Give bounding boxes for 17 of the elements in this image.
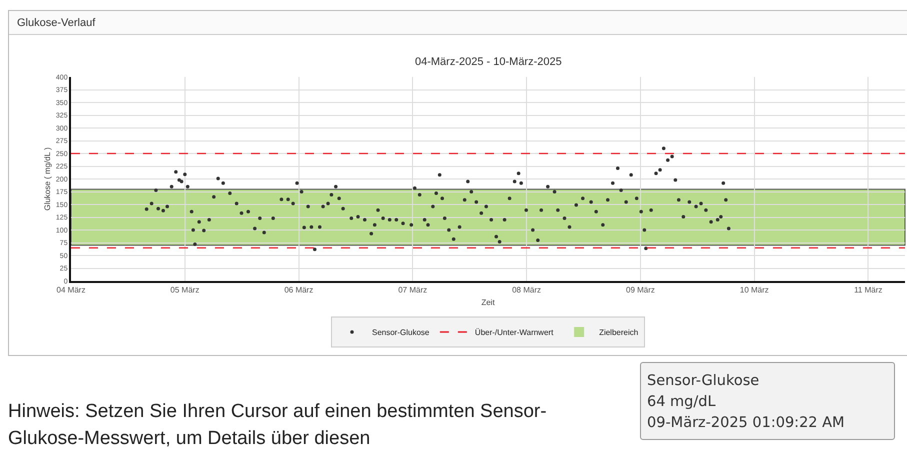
x-tick-label: 06 März xyxy=(284,286,314,295)
x-tick-label: 10 März xyxy=(740,286,769,295)
legend-label: Über-/Unter-Warnwert xyxy=(474,328,554,338)
text: Hinweis: Setzen Sie Ihren Cursor auf einen bestimmten Sensor-Glukose-Messwert, um Details über diesen xyxy=(8,400,548,451)
x-tick-label: 05 März xyxy=(170,286,200,295)
text: Sensor-Glukose 64 mg/dL 09-März-2025 01:09:22 AM xyxy=(640,362,895,440)
x-tick-label: 07 März xyxy=(398,286,428,295)
legend-label: Zielbereich xyxy=(599,328,638,338)
x-tick-label: 08 März xyxy=(512,286,542,295)
x-tick-label: 04 März xyxy=(56,286,86,295)
legend-label: Sensor-Glukose xyxy=(372,328,430,338)
x-tick-label: 09 März xyxy=(626,286,655,295)
y-axis-title: Glukose ( mg/dL ) xyxy=(43,147,52,211)
chart-title: Glukose-Verlauf xyxy=(9,11,907,35)
chart-subtitle: 04-März-2025 - 10-März-2025 xyxy=(415,56,562,68)
x-tick-label: 11 März xyxy=(854,286,882,295)
x-axis-title: Zeit xyxy=(481,298,496,308)
